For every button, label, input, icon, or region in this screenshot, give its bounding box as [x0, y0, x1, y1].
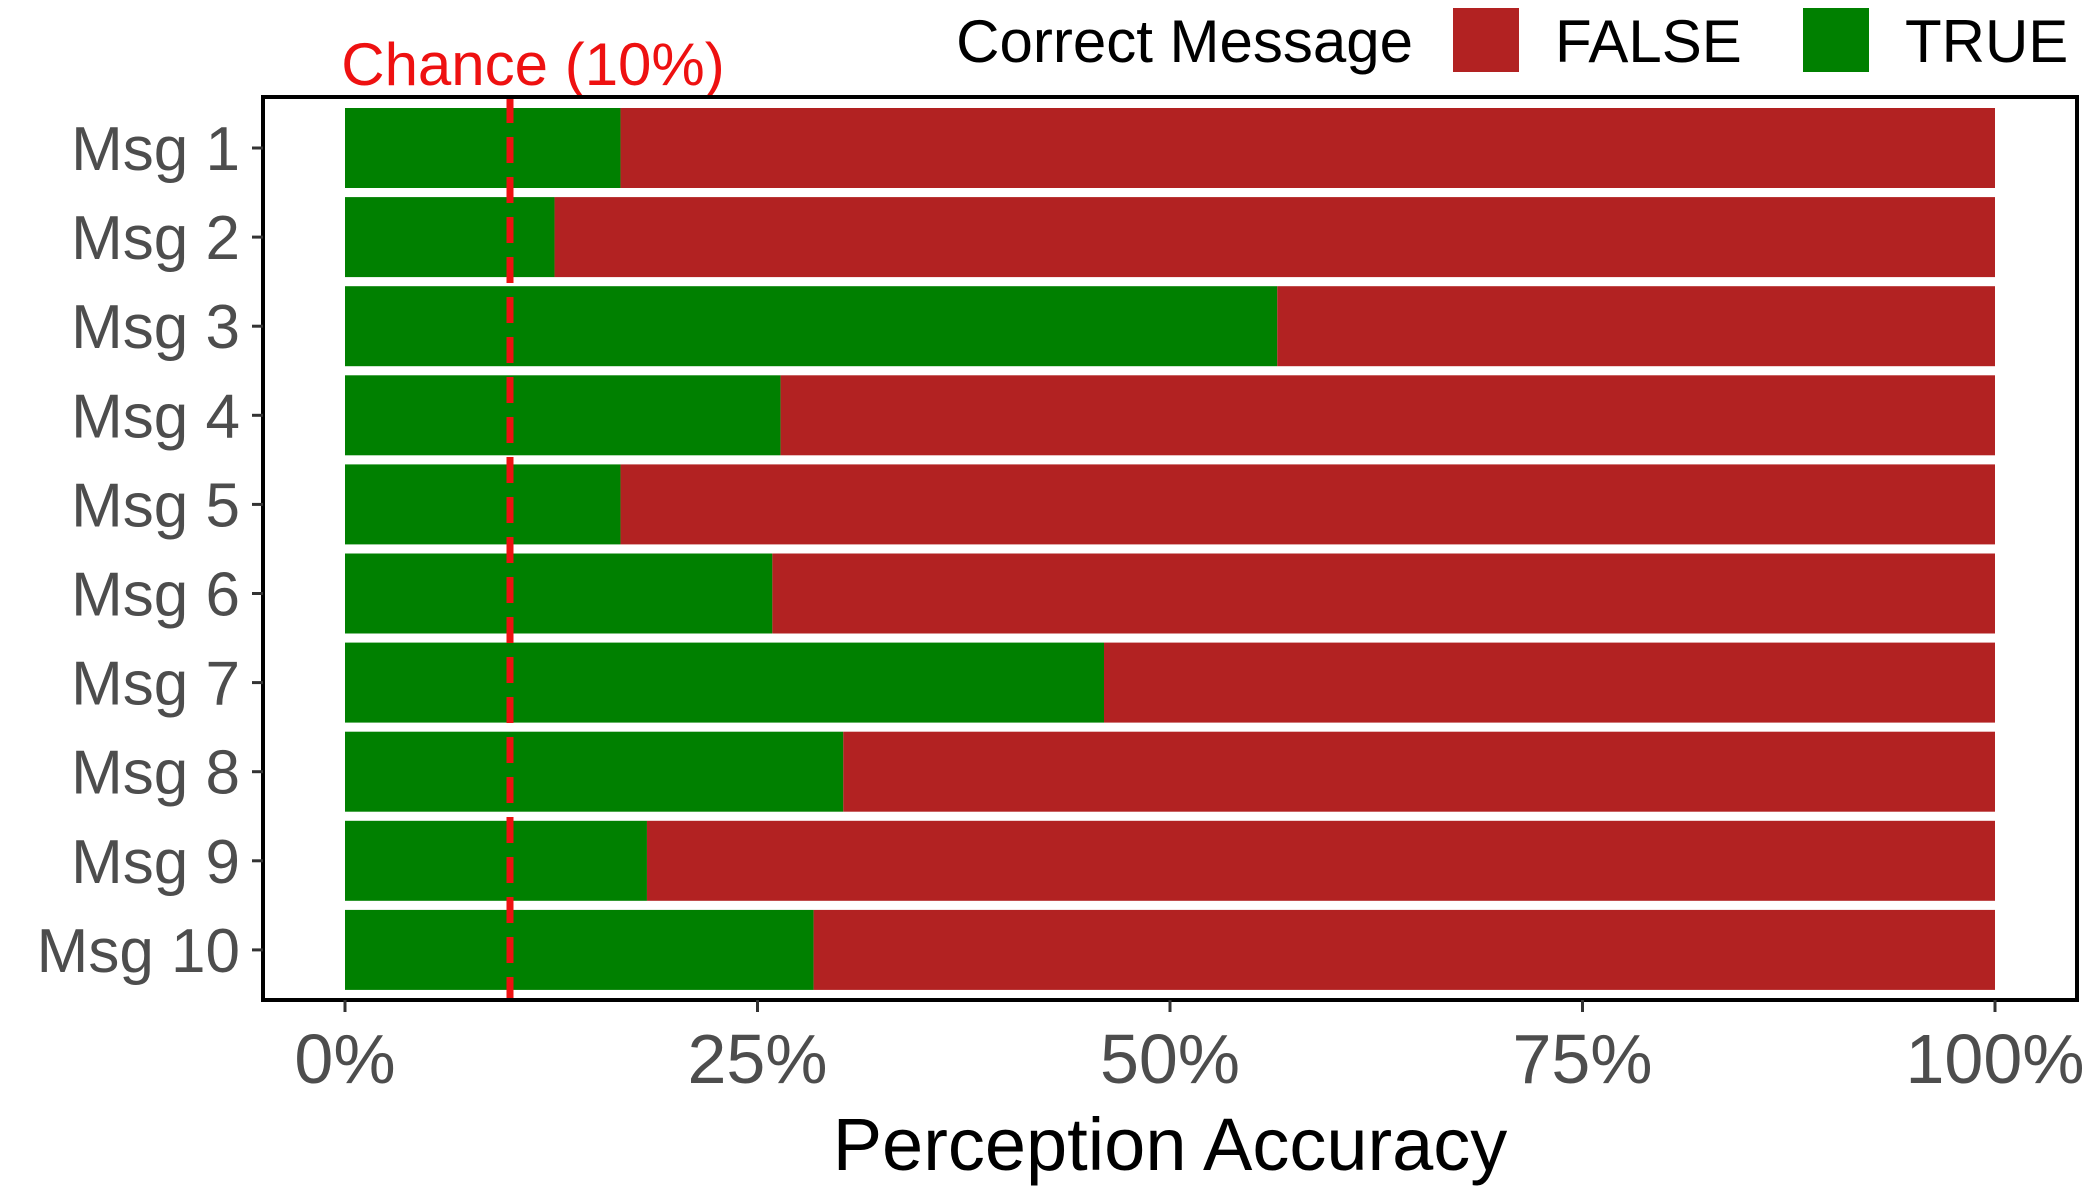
x-tick-label-75: 75% — [1512, 1020, 1652, 1098]
bar-true-msg-9 — [345, 820, 647, 901]
x-axis: 0% 25% 50% 75% 100% — [294, 1000, 2085, 1098]
bar-false-msg-6 — [772, 553, 1995, 634]
bar-false-msg-4 — [780, 375, 1995, 456]
legend-key-false — [1453, 8, 1519, 72]
legend-label-true: TRUE — [1905, 8, 2068, 75]
y-tick-label-msg-5: Msg 5 — [71, 471, 240, 540]
y-tick-label-msg-3: Msg 3 — [71, 293, 240, 362]
bar-false-msg-1 — [620, 108, 1995, 188]
bar-true-msg-8 — [345, 731, 844, 812]
x-tick-label-25: 25% — [687, 1020, 827, 1098]
x-tick-label-0: 0% — [294, 1020, 395, 1098]
legend: Correct Message FALSE TRUE — [956, 8, 2068, 75]
y-axis: Msg 1 Msg 2 Msg 3 Msg 4 Msg 5 Msg 6 Msg 7 Msg 8… — [37, 115, 263, 986]
legend-label-false: FALSE — [1555, 8, 1742, 75]
bar-true-msg-4 — [345, 375, 781, 456]
y-tick-label-msg-9: Msg 9 — [71, 828, 240, 897]
y-tick-label-msg-6: Msg 6 — [71, 561, 240, 630]
x-axis-title: Perception Accuracy — [833, 1103, 1508, 1186]
y-tick-label-msg-1: Msg 1 — [71, 115, 240, 184]
bar-false-msg-2 — [554, 197, 1995, 278]
bar-true-msg-1 — [345, 108, 621, 188]
bar-true-msg-5 — [345, 464, 621, 545]
y-tick-label-msg-2: Msg 2 — [71, 204, 240, 273]
y-tick-label-msg-8: Msg 8 — [71, 739, 240, 808]
bar-true-msg-2 — [345, 197, 555, 278]
legend-title: Correct Message — [956, 8, 1413, 75]
bar-false-msg-8 — [843, 731, 1995, 812]
bar-false-msg-9 — [646, 820, 1996, 901]
bar-true-msg-6 — [345, 553, 773, 634]
y-tick-label-msg-10: Msg 10 — [37, 917, 240, 986]
bar-false-msg-5 — [620, 464, 1995, 545]
bar-true-msg-3 — [345, 286, 1278, 367]
bar-true-msg-10 — [345, 909, 814, 990]
chance-reference: Chance (10%) — [341, 31, 725, 1000]
y-tick-label-msg-4: Msg 4 — [71, 382, 240, 451]
legend-key-true — [1803, 8, 1869, 72]
x-tick-label-50: 50% — [1100, 1020, 1240, 1098]
y-tick-label-msg-7: Msg 7 — [71, 650, 240, 719]
bar-false-msg-10 — [813, 909, 1995, 990]
chance-label: Chance (10%) — [341, 31, 725, 98]
x-tick-label-100: 100% — [1905, 1020, 2084, 1098]
bar-false-msg-3 — [1277, 286, 1995, 367]
bar-false-msg-7 — [1104, 642, 1995, 723]
bars — [345, 108, 1996, 990]
bar-true-msg-7 — [345, 642, 1104, 723]
